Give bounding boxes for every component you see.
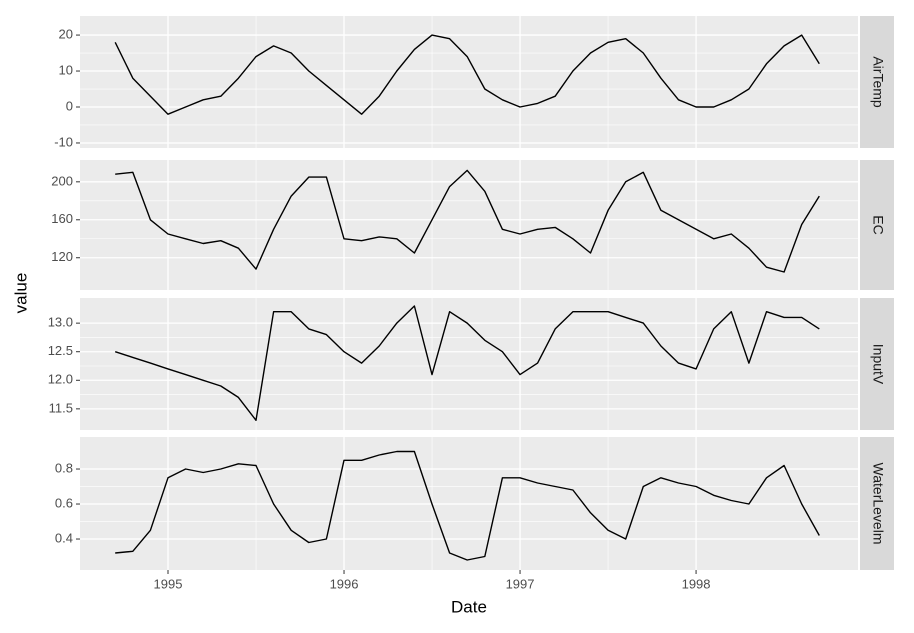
data-line [114, 305, 820, 421]
data-line [115, 169, 820, 273]
strip [860, 298, 894, 430]
x-tick-label: 1997 [506, 576, 535, 591]
strip [860, 16, 894, 148]
y-tick-label: 10 [59, 62, 73, 77]
y-tick-label: 0.6 [55, 495, 73, 510]
y-tick-label: 0 [66, 98, 73, 113]
y-axis-label: value [11, 273, 30, 314]
x-tick-label: 1995 [154, 576, 183, 591]
y-tick-label: 13.0 [48, 315, 73, 330]
y-tick-label: -10 [54, 134, 73, 149]
strip-label: WaterLevelm [870, 463, 886, 545]
strip [860, 160, 894, 290]
panel [80, 16, 858, 148]
strip-label: EC [870, 215, 886, 234]
panel [80, 160, 858, 290]
y-tick-label: 11.5 [49, 400, 73, 415]
panel [80, 298, 858, 430]
strip-label: InputV [870, 344, 886, 385]
y-tick-label: 0.8 [55, 460, 73, 475]
x-tick-label: 1998 [682, 576, 711, 591]
x-tick-label: 1996 [330, 576, 359, 591]
strip [860, 437, 894, 570]
y-tick-label: 12.5 [48, 343, 73, 358]
x-axis-label: Date [451, 597, 487, 616]
data-line [114, 34, 820, 115]
y-tick-label: 20 [59, 27, 73, 42]
strip-label: AirTemp [870, 56, 886, 108]
y-tick-label: 160 [51, 211, 73, 226]
y-tick-label: 0.4 [55, 530, 73, 545]
y-tick-label: 12.0 [48, 372, 73, 387]
y-tick-label: 200 [51, 173, 73, 188]
data-line [115, 450, 820, 561]
y-tick-label: 120 [51, 249, 73, 264]
